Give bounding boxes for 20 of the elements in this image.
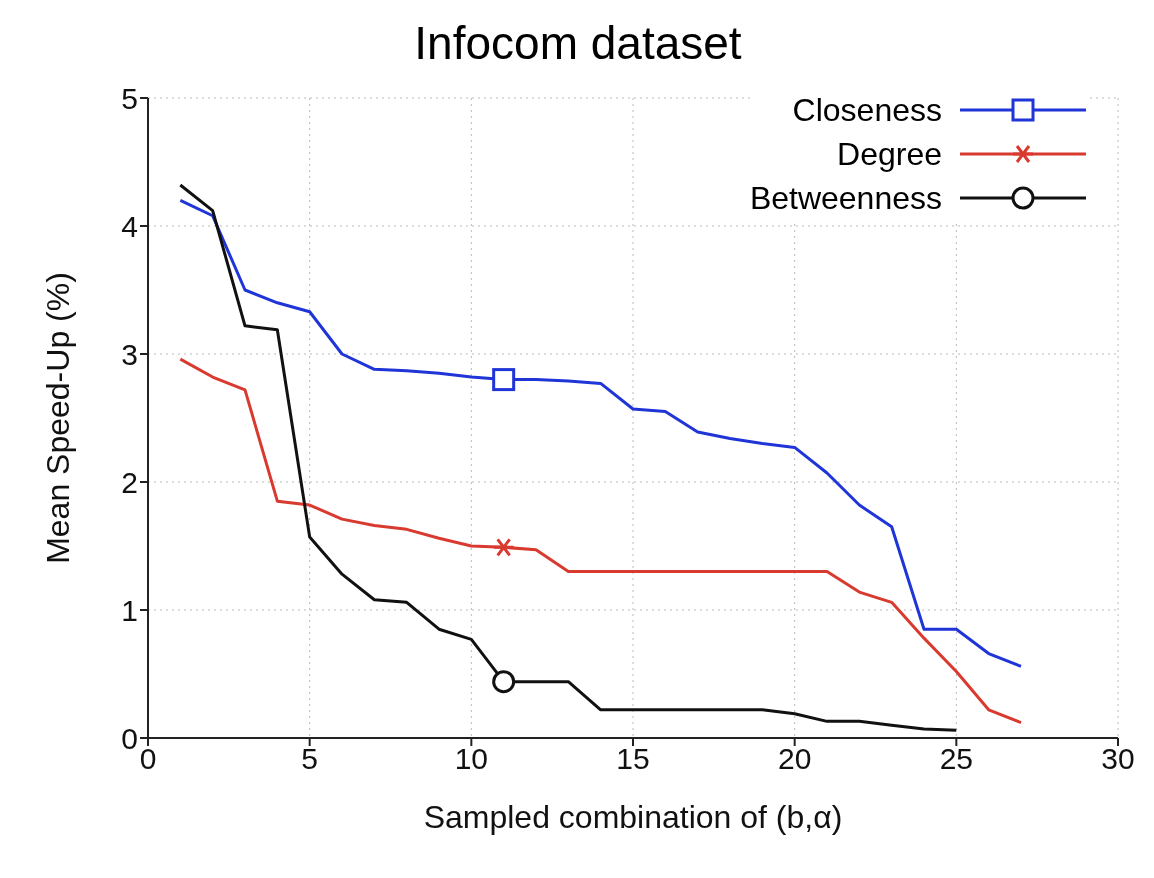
line-series bbox=[178, 357, 1023, 725]
x-tick-label: 25 bbox=[939, 742, 974, 776]
x-tick-label: 30 bbox=[1101, 742, 1135, 776]
y-tick-label: 3 bbox=[121, 337, 138, 371]
legend-label: Closeness bbox=[792, 91, 942, 129]
x-tick-label: 10 bbox=[454, 742, 489, 776]
y-tick-label: 1 bbox=[121, 593, 138, 627]
legend-label: Betweenness bbox=[749, 179, 942, 217]
y-axis-title: Mean Speed-Up (%) bbox=[40, 272, 77, 564]
y-tick-label: 4 bbox=[121, 209, 138, 243]
y-tick-label: 5 bbox=[121, 81, 138, 115]
chart-title: Infocom dataset bbox=[413, 16, 743, 71]
line-series bbox=[178, 183, 958, 732]
x-axis-title: Sampled combination of (b,α) bbox=[423, 799, 843, 835]
x-tick-label: 5 bbox=[301, 742, 319, 776]
y-tick-label: 2 bbox=[121, 465, 138, 499]
x-tick-label: 15 bbox=[616, 742, 650, 776]
legend-label: Degree bbox=[837, 135, 942, 173]
x-tick-label: 20 bbox=[777, 742, 812, 776]
y-tick-label: 0 bbox=[121, 721, 138, 755]
